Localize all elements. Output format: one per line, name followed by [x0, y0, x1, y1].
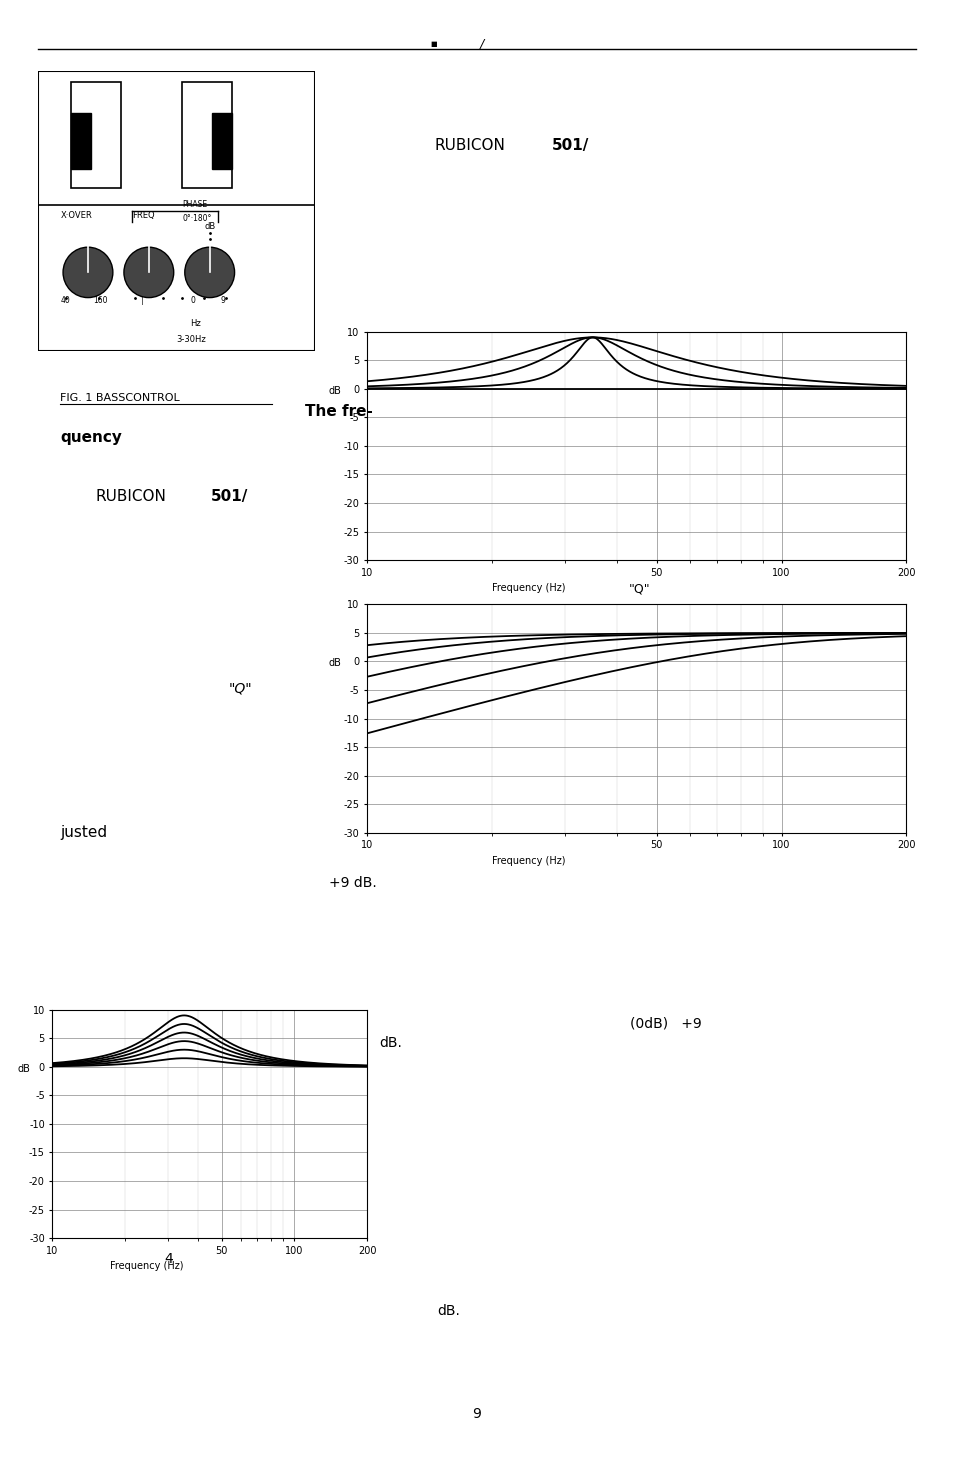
Bar [71, 83, 121, 189]
Y-axis label: dB: dB [18, 1064, 30, 1073]
Text: "Q": "Q" [628, 582, 649, 595]
Text: PHASE: PHASE [182, 199, 207, 209]
Text: justed: justed [60, 825, 107, 840]
Text: dB.: dB. [436, 1304, 459, 1318]
X-axis label: Frequency (Hz): Frequency (Hz) [492, 584, 565, 593]
Y-axis label: dB: dB [328, 386, 341, 395]
Text: RUBICON: RUBICON [434, 139, 504, 153]
Text: +9 dB.: +9 dB. [329, 877, 376, 890]
Bar [182, 83, 232, 189]
Text: 3-30Hz: 3-30Hz [176, 336, 206, 345]
Text: 40: 40 [60, 296, 70, 305]
Text: X·OVER: X·OVER [60, 211, 91, 220]
Text: /: / [479, 37, 483, 50]
Text: 501/: 501/ [211, 489, 248, 504]
Text: The fre-: The fre- [305, 404, 373, 419]
Bar [213, 113, 232, 170]
Text: 160: 160 [93, 296, 108, 305]
Text: ■: ■ [431, 41, 436, 47]
Text: "Q": "Q" [229, 682, 253, 696]
Text: FIG. 1 BASSCONTROL: FIG. 1 BASSCONTROL [60, 394, 180, 402]
Text: |: | [140, 296, 143, 305]
Text: quency: quency [60, 430, 122, 445]
Circle shape [124, 248, 173, 298]
Text: 4: 4 [164, 1253, 173, 1266]
Circle shape [63, 248, 112, 298]
Text: dB.: dB. [379, 1036, 402, 1049]
Y-axis label: dB: dB [328, 659, 341, 668]
Text: Hz: Hz [191, 318, 201, 327]
Text: dB: dB [204, 223, 215, 231]
Text: (0dB)   +9: (0dB) +9 [629, 1017, 700, 1030]
Bar [71, 113, 91, 170]
Text: 0: 0 [191, 296, 195, 305]
X-axis label: Frequency (Hz): Frequency (Hz) [110, 1262, 184, 1271]
Circle shape [185, 248, 234, 298]
X-axis label: Frequency (Hz): Frequency (Hz) [492, 855, 565, 865]
Text: 0°·180°: 0°·180° [182, 214, 212, 223]
Text: 501/: 501/ [551, 139, 588, 153]
Text: FREQ: FREQ [132, 211, 154, 220]
Text: 9: 9 [220, 296, 226, 305]
Text: RUBICON: RUBICON [95, 489, 166, 504]
Text: 9: 9 [472, 1408, 481, 1421]
